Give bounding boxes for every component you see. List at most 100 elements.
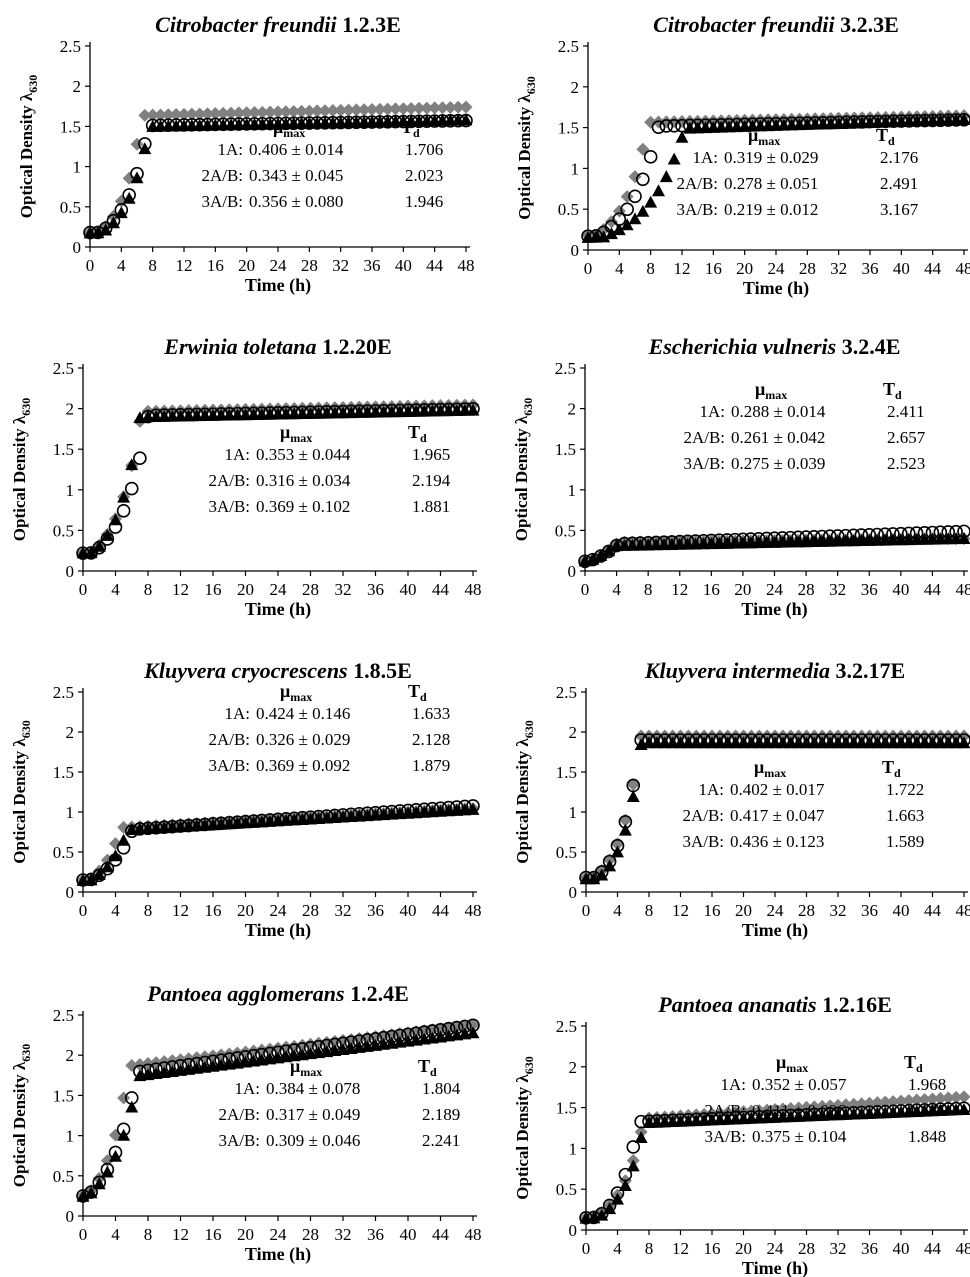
mu-symbol: μ [273,117,283,137]
data-point-3ab [125,458,139,471]
data-point-3ab [107,216,120,229]
data-point-1a [831,729,845,743]
panel-title-strain: 1.2.4E [345,981,409,1006]
data-point-1a [957,729,970,743]
stats-row-label: 2A/B: [682,806,724,825]
data-point-1a [691,114,705,128]
stats-row-td: 1.706 [405,140,443,159]
data-point-1a [815,729,829,743]
y-tick-label: 2.5 [53,359,74,378]
data-point-1a [697,729,711,743]
data-point-1a [336,1033,350,1047]
data-point-1a [109,837,122,851]
data-point-1a [870,729,884,743]
mu-max-header: μmax [280,422,312,445]
x-axis-title: Time (h) [245,1244,311,1265]
data-point-1a [320,1035,334,1049]
x-tick-label: 24 [767,1239,785,1258]
x-tick-label: 0 [86,256,95,275]
data-point-1a [910,729,924,743]
panel-title-strain: 1.2.3E [337,12,401,37]
y-tick-label: 1 [571,159,580,178]
data-point-1a [926,729,939,743]
panel-title-strain: 3.2.4E [836,334,900,359]
x-tick-label: 24 [270,256,288,275]
data-point-1a [169,108,183,122]
data-point-1a [918,729,932,743]
x-tick-label: 40 [893,1239,910,1258]
data-point-3ab [109,513,122,526]
y-axis-title-subscript: 630 [522,720,536,738]
x-tick-label: 28 [798,580,815,599]
stats-row-label: 2A/B: [676,174,718,193]
data-point-1a [776,729,790,743]
data-point-1a [279,105,293,119]
x-tick-label: 44 [426,256,444,275]
stats-row-mu: 0.288 ± 0.014 [731,402,826,421]
td-subscript: d [895,388,902,402]
x-tick-label: 16 [205,1225,222,1244]
data-point-1a [941,729,955,743]
y-tick-label: 0.5 [53,843,74,862]
series-3ab [581,113,970,243]
stats-row-mu: 0.352 ± 0.057 [752,1075,847,1094]
x-tick-label: 20 [237,901,254,920]
x-tick-label: 32 [830,1239,847,1258]
stats-row-td: 1.946 [405,192,443,211]
y-tick-label: 0 [66,1207,75,1226]
x-tick-label: 0 [582,1239,591,1258]
data-point-1a [729,729,743,743]
panel-title-strain: 1.2.20E [317,334,392,359]
panel-title-strain: 3.2.17E [830,658,905,683]
x-tick-label: 8 [144,901,153,920]
data-point-1a [839,729,853,743]
y-tick-label: 2 [66,400,75,419]
data-point-1a [784,729,798,743]
mu-symbol: μ [280,422,290,442]
y-tick-label: 0 [568,562,577,581]
data-point-1a [933,729,947,743]
data-point-1a [232,106,246,120]
panel-title: Pantoea agglomerans 1.2.4E [146,981,409,1006]
data-point-1a [674,729,687,743]
data-point-1a [667,115,681,129]
y-tick-label: 1.5 [60,117,81,136]
td-symbol: T [904,1052,916,1072]
data-point-3ab [114,206,128,219]
data-point-1a [642,729,656,743]
data-point-1a [389,102,402,116]
panel-title-species: Erwinia toletana [163,334,316,359]
data-point-3ab [644,195,658,208]
stats-row-label: 1A: [700,402,726,421]
data-point-3ab [675,130,689,143]
data-point-3ab [667,152,681,165]
x-tick-label: 48 [465,580,482,599]
data-point-2ab [643,150,658,164]
stats-row-mu: 0.353 ± 0.044 [256,445,351,464]
y-tick-label: 0.5 [555,521,576,540]
y-axis-title-subscript: 630 [522,1056,536,1074]
y-axis-title-subscript: 630 [521,398,535,416]
x-tick-label: 28 [302,1225,319,1244]
y-tick-label: 1 [568,481,577,500]
data-point-1a [208,107,222,121]
data-point-3ab [466,403,480,416]
data-point-3ab [587,872,601,885]
x-tick-label: 16 [205,901,222,920]
data-point-1a [628,170,642,184]
data-point-2ab [651,120,666,135]
x-tick-label: 16 [205,580,222,599]
mu-subscript: max [758,134,780,148]
data-point-1a [396,102,410,116]
x-tick-label: 20 [734,580,751,599]
data-point-1a [910,1093,924,1107]
data-point-1a [878,1095,892,1109]
data-point-3ab [138,142,152,155]
data-point-1a [752,729,766,743]
x-tick-label: 28 [798,1239,815,1258]
stats-row-mu: 0.424 ± 0.146 [256,704,350,723]
data-point-1a [349,103,363,117]
y-axis-title-main: Optical Density λ [515,94,534,220]
panel-title: Kluyvera intermedia 3.2.17E [644,658,905,683]
